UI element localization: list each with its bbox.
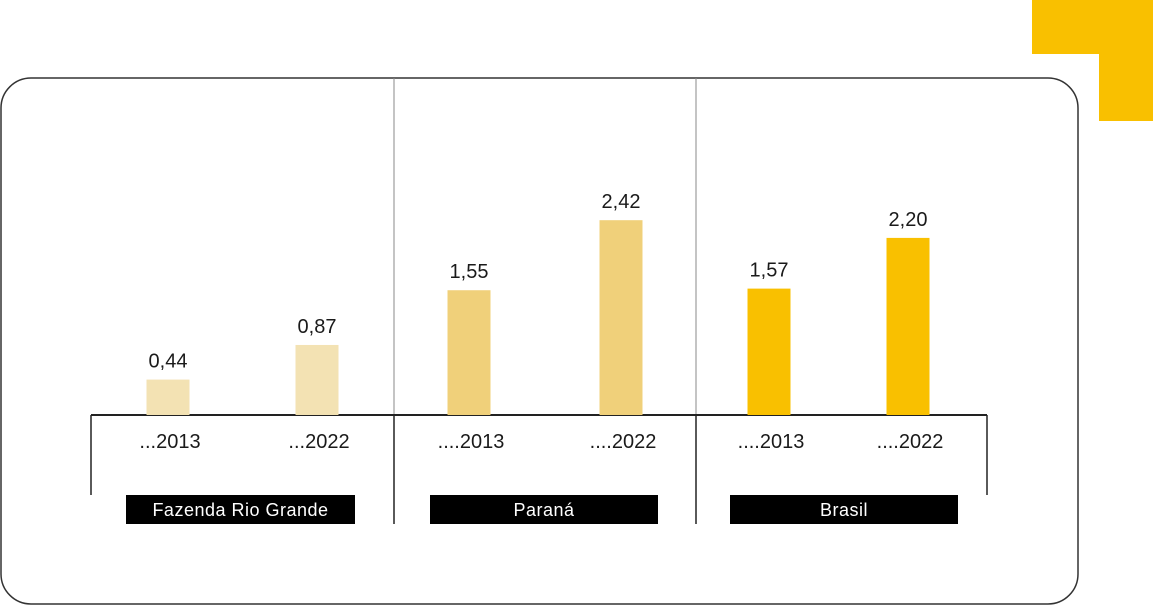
tick-label-parana-1: ....2013 [438, 431, 505, 453]
group-label-box-parana [430, 495, 658, 524]
bar-parana-1 [447, 290, 491, 415]
group-label-fazenda-rio-grande: Fazenda Rio Grande [152, 500, 328, 520]
bar-parana-2 [599, 220, 643, 415]
data-label-parana-1: 1,55 [450, 261, 489, 283]
chart-frame [0, 77, 1079, 605]
data-label-brasil-2: 2,20 [889, 209, 928, 231]
data-label-fazenda-rio-grande-1: 0,44 [149, 351, 188, 373]
corner-accent-shape [1032, 0, 1153, 121]
tick-label-fazenda-rio-grande-2: ...2022 [288, 431, 349, 453]
tick-label-parana-2: ....2022 [590, 431, 657, 453]
group-label-brasil: Brasil [820, 500, 868, 520]
bar-fazenda-rio-grande-1 [146, 379, 190, 415]
bar-brasil-2 [886, 237, 930, 415]
tick-label-brasil-2: ....2022 [877, 431, 944, 453]
data-label-fazenda-rio-grande-2: 0,87 [298, 316, 337, 338]
group-label-box-fazenda-rio-grande [126, 495, 355, 524]
data-label-parana-2: 2,42 [602, 191, 641, 213]
group-label-box-brasil [730, 495, 958, 524]
bar-fazenda-rio-grande-2 [295, 344, 339, 415]
group-label-parana: Paraná [513, 500, 575, 520]
tick-label-brasil-1: ....2013 [738, 431, 805, 453]
tick-label-fazenda-rio-grande-1: ...2013 [139, 431, 200, 453]
data-label-brasil-1: 1,57 [750, 260, 789, 282]
bar-brasil-1 [747, 288, 791, 415]
